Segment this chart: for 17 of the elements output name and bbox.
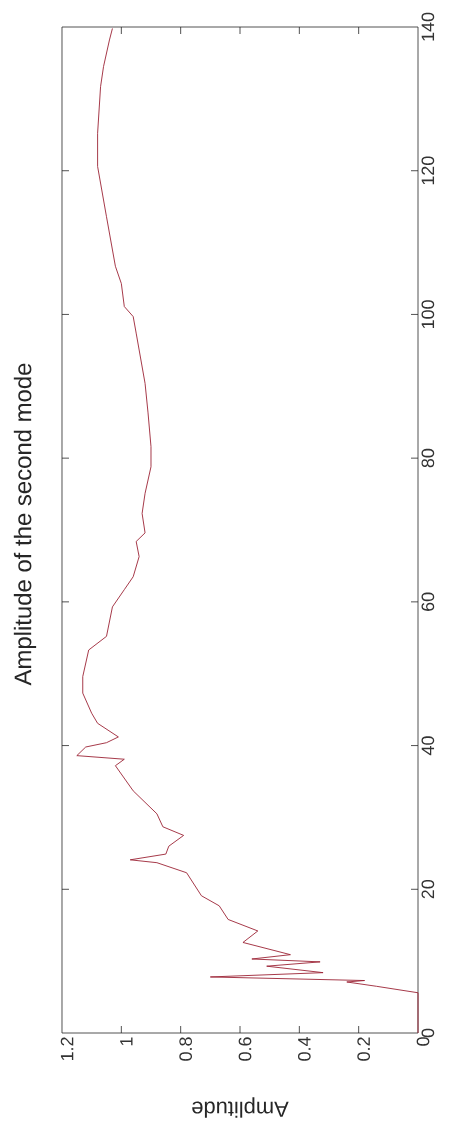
x-tick-label: 1.2 <box>60 1037 74 1061</box>
text: Amplitude of the second mode <box>13 363 37 686</box>
y-tick-label: 40 <box>421 736 435 756</box>
x-tick-label: 0.4 <box>297 1037 311 1061</box>
y-tick-label: 120 <box>421 156 435 185</box>
y-tick-label: 20 <box>421 880 435 899</box>
y-tick-label: 60 <box>421 592 435 611</box>
x-tick-label: 1 <box>120 1037 133 1046</box>
x-tick-label: 0.8 <box>179 1037 193 1061</box>
x-axis-title: Amplitude <box>192 1097 289 1118</box>
y-tick-label: 100 <box>421 300 435 329</box>
y-tick-label: 140 <box>421 12 435 41</box>
line-series <box>76 27 419 1034</box>
y-tick-label: 0 <box>421 1028 435 1038</box>
x-tick-label: 0.2 <box>357 1037 371 1061</box>
y-tick-label: 80 <box>421 448 435 468</box>
x-tick-label: 0.6 <box>238 1037 252 1061</box>
